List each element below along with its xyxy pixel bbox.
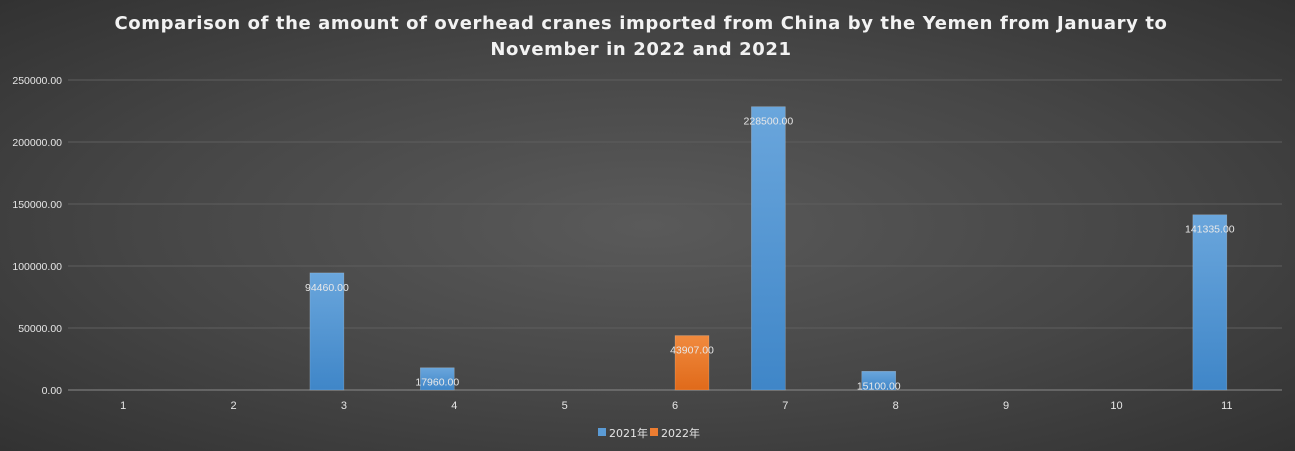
bars [309,106,1228,391]
bar-2021-month-4 [419,367,455,391]
legend-swatch-0 [598,428,606,436]
x-tick-label: 4 [451,400,457,412]
legend: 2021年 2022年 [598,426,700,440]
bar-2021-month-8 [861,370,897,391]
legend-label-0: 2021年 [609,426,648,440]
bar-2021-month-7 [751,106,786,391]
x-tick-label: 11 [1221,400,1232,412]
bar-2021-month-3 [309,272,345,391]
y-axis: 0.00 50000.00 100000.00 150000.00 200000.00 2… [12,75,62,397]
legend-label-1: 2022年 [661,426,700,440]
data-label: 17960.00 [415,377,459,389]
x-tick-label: 5 [562,400,568,412]
y-tick-label: 100000.00 [12,261,62,273]
y-tick-label: 0.00 [42,385,63,397]
chart-title-line-1: Comparison of the amount of overhead cra… [114,13,1167,34]
data-labels: 94460.00 17960.00 228500.00 15100.00 141335.… [305,116,1235,393]
data-label: 94460.00 [305,282,349,294]
x-tick-label: 7 [782,400,788,412]
y-tick-label: 50000.00 [18,323,62,335]
x-tick-label: 1 [120,400,126,412]
x-tick-label: 9 [1003,400,1009,412]
bar-2022-month-6 [674,335,710,391]
data-label: 15100.00 [857,380,901,392]
gridlines [68,79,1282,391]
x-tick-label: 10 [1110,400,1122,412]
data-label: 141335.00 [1185,224,1235,236]
legend-swatch-1 [650,428,658,436]
y-tick-label: 250000.00 [12,75,62,87]
chart-title: Comparison of the amount of overhead cra… [114,13,1167,60]
y-tick-label: 150000.00 [12,199,62,211]
chart-title-line-2: November in 2022 and 2021 [490,39,791,60]
x-tick-label: 2 [230,400,236,412]
x-tick-label: 8 [893,400,899,412]
y-tick-label: 200000.00 [12,137,62,149]
x-tick-label: 6 [672,400,678,412]
data-label: 228500.00 [744,116,794,128]
x-axis: 1 2 3 4 5 6 7 8 9 10 11 [120,400,1232,412]
data-label: 43907.00 [670,345,714,357]
x-tick-label: 3 [341,400,347,412]
bar-2021-month-11 [1192,214,1228,391]
